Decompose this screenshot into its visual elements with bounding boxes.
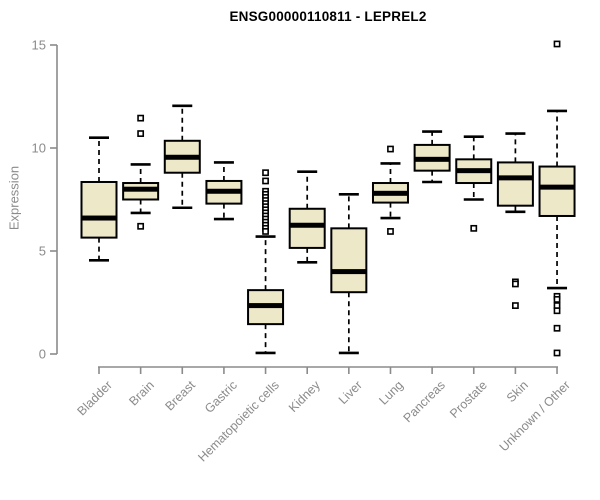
boxplot-brain — [122, 114, 160, 230]
median-line — [81, 215, 117, 221]
outlier-point — [553, 307, 561, 315]
median-line — [497, 175, 533, 181]
outlier-point — [387, 145, 394, 153]
outlier-point — [553, 40, 561, 48]
y-tick-label-0: 0 — [38, 346, 46, 362]
median-line — [414, 156, 450, 162]
boxplot-kidney — [288, 170, 326, 264]
outlier-point — [387, 228, 394, 235]
outlier-point — [137, 222, 145, 230]
boxplot-skin — [496, 132, 534, 309]
boxplot-gastric — [205, 161, 243, 221]
median-line — [539, 184, 575, 190]
iqr-box — [538, 165, 576, 217]
iqr-box — [288, 207, 326, 249]
median-line — [164, 154, 200, 160]
boxplot-hematopoietic-cells — [247, 169, 285, 355]
outlier-point — [553, 349, 561, 357]
outlier-point — [553, 324, 561, 332]
outlier-point — [262, 228, 269, 235]
y-tick-label-10: 10 — [31, 140, 46, 156]
chart-title: ENSG00000110811 - LEPREL2 — [229, 9, 427, 24]
boxplot-bladder — [80, 136, 118, 262]
y-tick-label-15: 15 — [31, 37, 46, 53]
boxplot-lung — [371, 145, 409, 235]
outlier-point — [511, 302, 519, 309]
outlier-point — [137, 130, 145, 137]
median-line — [289, 222, 325, 228]
outlier-point — [553, 296, 561, 303]
median-line — [331, 269, 367, 275]
outlier-point — [511, 280, 519, 288]
median-line — [123, 186, 159, 192]
boxplot-prostate — [455, 135, 493, 232]
median-line — [456, 168, 492, 174]
median-line — [372, 190, 408, 196]
outlier-point — [262, 169, 269, 177]
outlier-point — [137, 114, 145, 122]
boxplot-unknown-other — [538, 40, 576, 357]
iqr-box — [80, 180, 118, 239]
boxplot-pancreas — [413, 130, 451, 184]
boxplot-breast — [163, 104, 201, 210]
boxplot-liver — [330, 193, 368, 355]
median-line — [248, 303, 284, 309]
iqr-box — [330, 227, 368, 294]
median-line — [206, 188, 242, 194]
y-tick-label-5: 5 — [38, 243, 46, 259]
outlier-point — [470, 224, 478, 232]
outlier-point — [262, 177, 269, 185]
iqr-box — [496, 161, 534, 207]
